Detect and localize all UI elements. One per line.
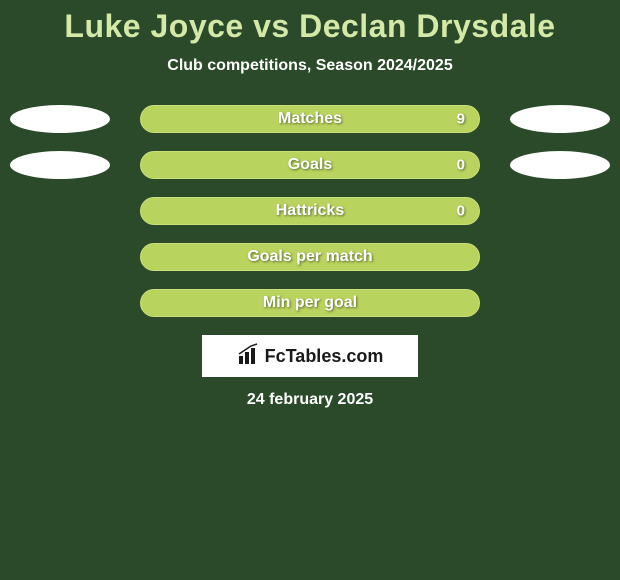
left-ellipse: [10, 151, 110, 179]
stat-row: Hattricks 0: [0, 197, 620, 225]
stat-label: Matches: [278, 110, 342, 128]
stat-value: 0: [457, 203, 465, 220]
stat-label: Goals per match: [247, 248, 372, 266]
stat-bar: Matches 9: [140, 105, 480, 133]
subtitle: Club competitions, Season 2024/2025: [0, 57, 620, 75]
stat-bar: Hattricks 0: [140, 197, 480, 225]
stat-bar: Goals per match: [140, 243, 480, 271]
stats-rows: Matches 9 Goals 0 Hattricks 0 Goals per match M…: [0, 105, 620, 317]
page-title: Luke Joyce vs Declan Drysdale: [0, 8, 620, 45]
stat-bar: Min per goal: [140, 289, 480, 317]
stat-value: 0: [457, 157, 465, 174]
stat-label: Goals: [288, 156, 332, 174]
stat-bar: Goals 0: [140, 151, 480, 179]
left-ellipse: [10, 105, 110, 133]
stat-label: Min per goal: [263, 294, 357, 312]
stat-row: Matches 9: [0, 105, 620, 133]
logo-text: FcTables.com: [265, 346, 384, 367]
stat-row: Min per goal: [0, 289, 620, 317]
stat-label: Hattricks: [276, 202, 344, 220]
stat-row: Goals per match: [0, 243, 620, 271]
stat-value: 9: [457, 111, 465, 128]
right-ellipse: [510, 105, 610, 133]
right-ellipse: [510, 151, 610, 179]
date-label: 24 february 2025: [0, 391, 620, 409]
bar-chart-icon: [237, 342, 261, 371]
fctables-logo[interactable]: FcTables.com: [202, 335, 418, 377]
stat-row: Goals 0: [0, 151, 620, 179]
